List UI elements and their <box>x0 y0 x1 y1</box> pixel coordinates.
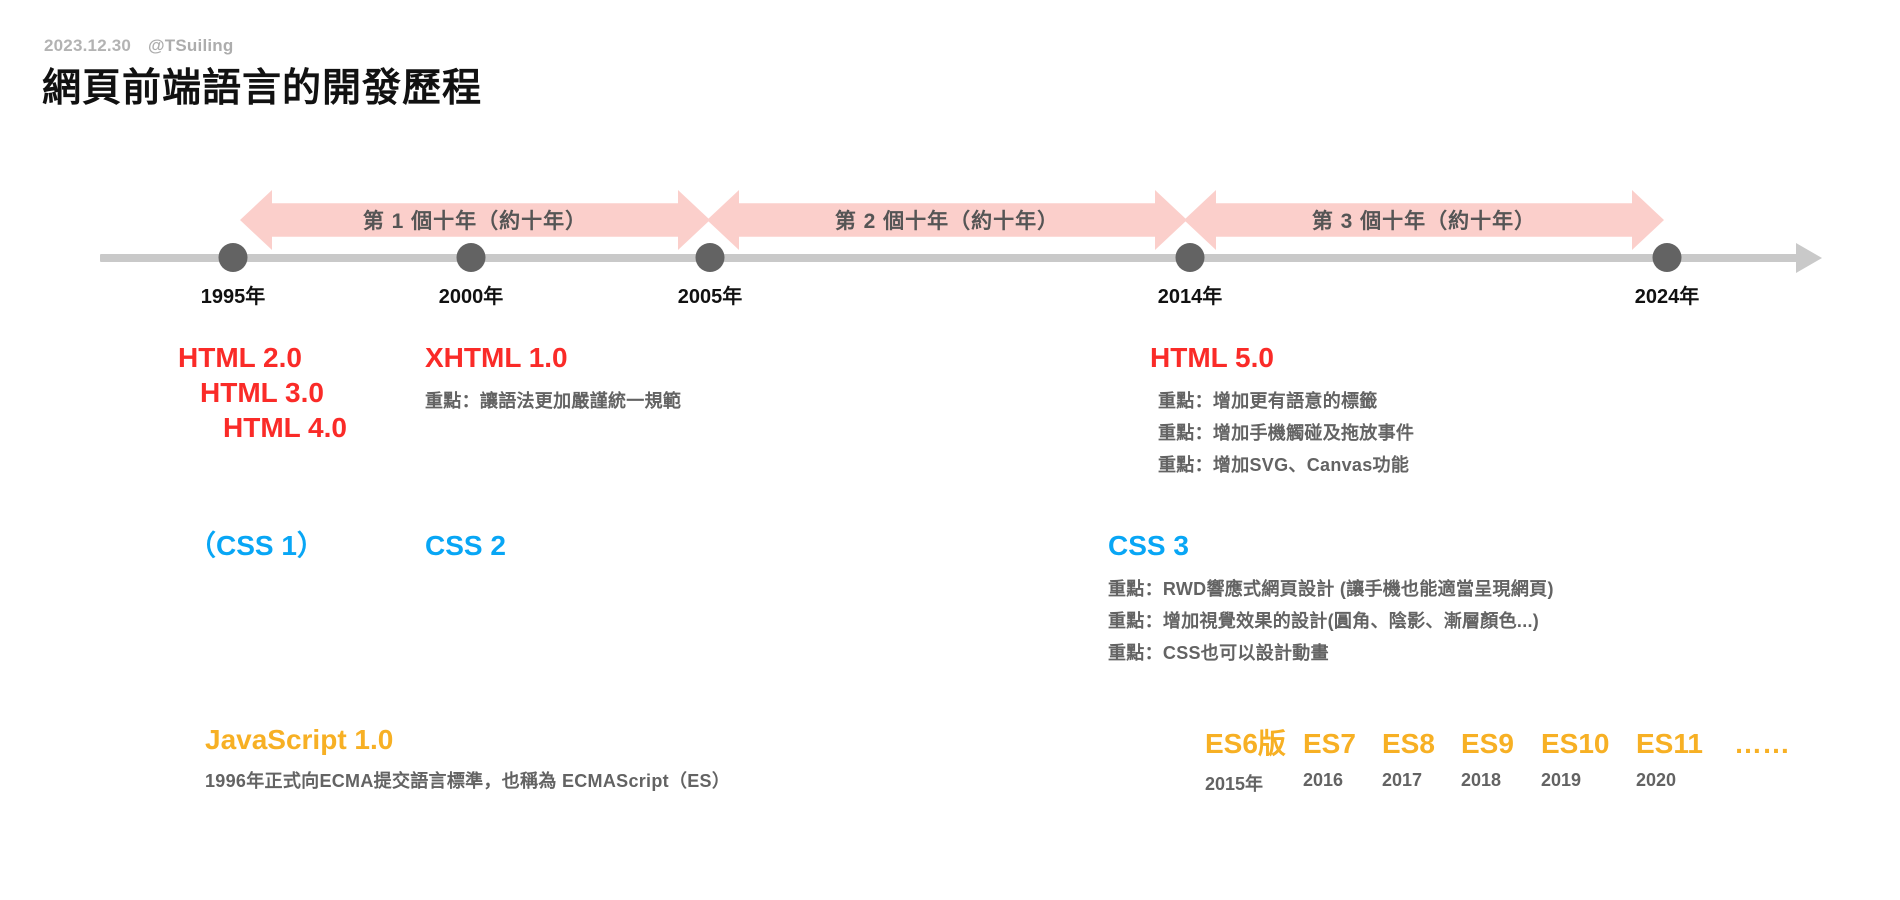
timeline-dot <box>218 243 248 272</box>
es-version-label: ES8 <box>1382 728 1435 759</box>
html-early-block: HTML 2.0 HTML 3.0 HTML 4.0 <box>178 340 347 445</box>
html5-title: HTML 5.0 <box>1150 342 1274 373</box>
es-year-label: 2017 <box>1382 770 1423 790</box>
xhtml-block: XHTML 1.0 重點：讓語法更加嚴謹統一規範 <box>425 340 681 417</box>
decade-band-3: 第 3 個十年（約十年） <box>1184 190 1664 250</box>
decade-band-1: 第 1 個十年（約十年） <box>240 190 710 250</box>
decade-band-label: 第 1 個十年（約十年） <box>362 210 588 233</box>
html5-note: 重點：增加SVG、Canvas功能 <box>1158 455 1410 476</box>
css2-title: CSS 2 <box>425 530 506 561</box>
decade-band-label: 第 3 個十年（約十年） <box>1311 210 1537 233</box>
xhtml-note: 重點：讓語法更加嚴謹統一規範 <box>425 391 682 411</box>
html5-note: 重點：增加手機觸碰及拖放事件 <box>1158 423 1415 444</box>
page-title: 網頁前端語言的開發歷程 <box>42 67 483 110</box>
html5-note: 重點：增加更有語意的標籤 <box>1158 391 1378 411</box>
es-year-label: 2016 <box>1303 770 1344 790</box>
css3-block: CSS 3 重點：RWD響應式網頁設計 (讓手機也能適當呈現網頁) 重點：增加視… <box>1108 528 1554 669</box>
timeline-year-label: 2000年 <box>438 286 504 308</box>
javascript-note: 1996年正式向ECMA提交語言標準，也稱為 ECMAScript（ES） <box>205 771 731 791</box>
timeline-dot <box>456 243 486 272</box>
es-year-label: 2019 <box>1541 770 1582 790</box>
css3-note: 重點：CSS也可以設計動畫 <box>1108 643 1329 664</box>
javascript-block: JavaScript 1.0 1996年正式向ECMA提交語言標準，也稱為 EC… <box>205 722 730 797</box>
xhtml-title: XHTML 1.0 <box>425 342 568 373</box>
css3-note: 重點：增加視覺效果的設計(圓角、陰影、漸層顏色...) <box>1108 611 1540 632</box>
es-version-label: ES10 <box>1541 728 1610 759</box>
html-version-label: HTML 2.0 <box>178 342 302 373</box>
author-handle: @TSuiling <box>148 36 234 55</box>
meta-line: 2023.12.30 @TSuiling <box>44 36 233 56</box>
es-year-label: 2015年 <box>1205 774 1264 794</box>
publish-date: 2023.12.30 <box>44 36 132 55</box>
timeline-dot <box>695 243 725 272</box>
es-version-label: ES7 <box>1303 728 1356 759</box>
ecmascript-block: ES6版 ES7 ES8 ES9 ES10 ES11 …… 2015年 2016… <box>1205 722 1790 796</box>
timeline-dot <box>1175 243 1205 272</box>
timeline-dot <box>1652 243 1682 272</box>
es-version-label: ES9 <box>1461 728 1514 759</box>
timeline-year-label: 1995年 <box>200 286 266 308</box>
css2-block: CSS 2 <box>425 528 506 563</box>
css3-note: 重點：RWD響應式網頁設計 (讓手機也能適當呈現網頁) <box>1108 579 1554 599</box>
ecmascript-year-row: 2015年 2016 2017 2018 2019 2020 <box>1205 770 1790 796</box>
es-version-label: ES6版 <box>1205 728 1286 759</box>
css1-title: （CSS 1） <box>188 530 325 561</box>
html-version-label: HTML 4.0 <box>223 412 347 443</box>
es-version-ellipsis: …… <box>1734 728 1790 759</box>
html-version-label: HTML 3.0 <box>200 377 324 408</box>
es-version-label: ES11 <box>1636 728 1703 759</box>
timeline-year-label: 2014年 <box>1157 286 1223 308</box>
css3-title: CSS 3 <box>1108 530 1189 561</box>
es-year-label: 2020 <box>1636 770 1677 790</box>
decade-band-label: 第 2 個十年（約十年） <box>834 210 1060 233</box>
timeline-axis <box>100 254 1800 262</box>
javascript-title: JavaScript 1.0 <box>205 724 394 755</box>
es-year-label: 2018 <box>1461 770 1502 790</box>
timeline-year-label: 2024年 <box>1634 286 1700 308</box>
timeline-year-label: 2005年 <box>677 286 743 308</box>
decade-band-2: 第 2 個十年（約十年） <box>707 190 1187 250</box>
ecmascript-version-row: ES6版 ES7 ES8 ES9 ES10 ES11 …… <box>1205 722 1790 762</box>
timeline-arrow-icon <box>1796 243 1822 273</box>
html5-block: HTML 5.0 重點：增加更有語意的標籤 重點：增加手機觸碰及拖放事件 重點：… <box>1150 340 1414 481</box>
css1-block: （CSS 1） <box>188 528 325 563</box>
